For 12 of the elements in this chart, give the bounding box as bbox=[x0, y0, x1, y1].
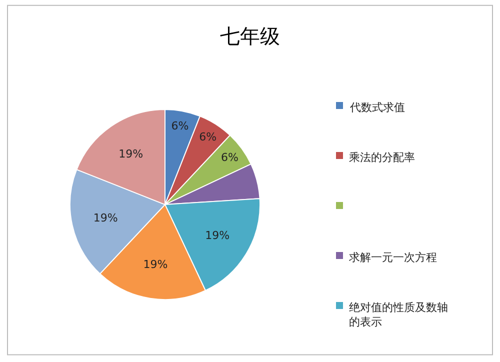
chart-title: 七年级 bbox=[220, 24, 280, 48]
legend-label: 乘法的分配率 bbox=[349, 151, 415, 164]
data-label: 6% bbox=[171, 119, 189, 132]
data-label: 6% bbox=[199, 130, 217, 144]
data-label: 19% bbox=[205, 228, 230, 242]
legend-label: 求解一元一次方程 bbox=[349, 251, 437, 264]
legend-label: 代数式求值 bbox=[349, 101, 405, 114]
data-label: 6% bbox=[221, 151, 238, 164]
data-label: 19% bbox=[118, 148, 144, 161]
legend-label: 绝对值的性质及数轴的表示 bbox=[349, 301, 448, 328]
data-label: 19% bbox=[93, 211, 118, 224]
data-label: 19% bbox=[143, 258, 168, 272]
